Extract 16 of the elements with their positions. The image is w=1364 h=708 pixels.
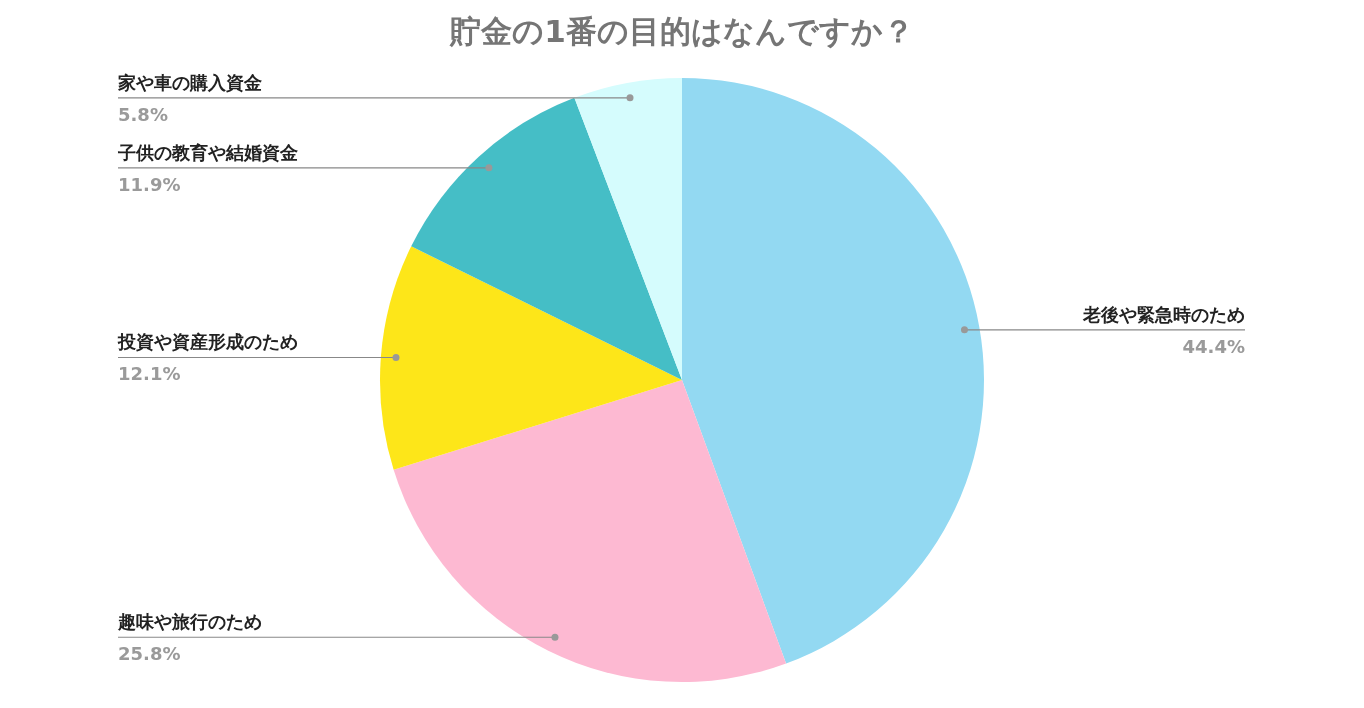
slice-label: 投資や資産形成のため — [117, 331, 298, 353]
slice-label: 家や車の購入資金 — [117, 71, 262, 93]
data-label: 44.4% — [1182, 335, 1245, 357]
pie-slice — [380, 246, 682, 470]
data-label: 25.8% — [118, 643, 181, 665]
slice-label: 趣味や旅行のため — [117, 611, 262, 633]
slice-label: 老後や緊急時のため — [1082, 303, 1245, 325]
chart-title: 貯金の1番の目的はなんですか？ — [449, 13, 914, 49]
slice-label: 子供の教育や結婚資金 — [117, 141, 298, 163]
pie-slice — [682, 78, 984, 664]
pie-slice — [574, 78, 682, 380]
pie-slice — [393, 380, 787, 682]
data-label: 5.8% — [118, 103, 168, 125]
data-label: 11.9% — [118, 173, 181, 195]
pie-slice — [411, 97, 682, 380]
data-label: 12.1% — [118, 363, 181, 385]
